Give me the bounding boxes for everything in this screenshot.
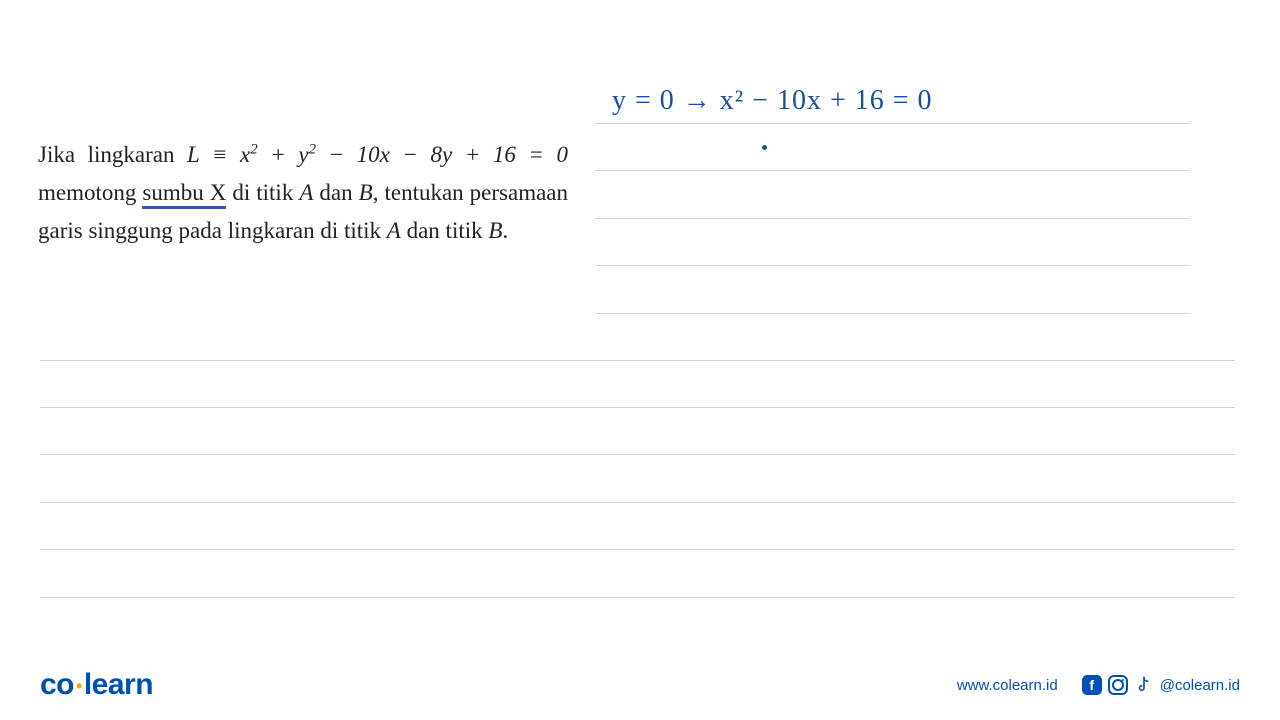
text-segment: , — [373, 180, 379, 205]
point-b: B — [488, 218, 502, 243]
tiktok-icon[interactable] — [1134, 675, 1154, 695]
social-links: f @colearn.id — [1082, 675, 1240, 695]
content-area: Jika lingkaran L ≡ x2 + y2 − 10x − 8y + … — [0, 0, 1280, 640]
text-segment: dan — [313, 180, 358, 205]
point-b: B — [359, 180, 373, 205]
website-url[interactable]: www.colearn.id — [957, 677, 1058, 694]
text-segment: lingkaran di titik — [228, 218, 387, 243]
instagram-icon[interactable] — [1108, 675, 1128, 695]
logo-dot-icon: • — [74, 676, 84, 696]
text-segment: memotong — [38, 180, 142, 205]
footer-right: www.colearn.id f @colearn.id — [957, 675, 1240, 695]
point-a: A — [299, 180, 313, 205]
footer-bar: co•learn www.colearn.id f @colearn.id — [0, 650, 1280, 720]
handwriting-dot — [762, 145, 767, 150]
text-segment: di titik — [226, 180, 299, 205]
text-segment: dan titik — [401, 218, 489, 243]
point-a: A — [387, 218, 401, 243]
problem-statement: Jika lingkaran L ≡ x2 + y2 − 10x − 8y + … — [38, 136, 568, 250]
facebook-icon[interactable]: f — [1082, 675, 1102, 695]
underlined-text: sumbu X — [142, 180, 226, 209]
handwritten-work: y = 0 → x² − 10x + 16 = 0 — [612, 85, 933, 117]
logo-learn: learn — [84, 668, 153, 701]
circle-equation: L ≡ x2 + y2 − 10x − 8y + 16 = 0 — [187, 142, 568, 167]
social-handle: @colearn.id — [1160, 677, 1240, 694]
text-segment: . — [502, 218, 508, 243]
text-segment: Jika lingkaran — [38, 142, 187, 167]
logo-co: co — [40, 668, 74, 701]
handwriting-line1: y = 0 → x² − 10x + 16 = 0 — [612, 85, 933, 116]
brand-logo: co•learn — [40, 668, 153, 702]
